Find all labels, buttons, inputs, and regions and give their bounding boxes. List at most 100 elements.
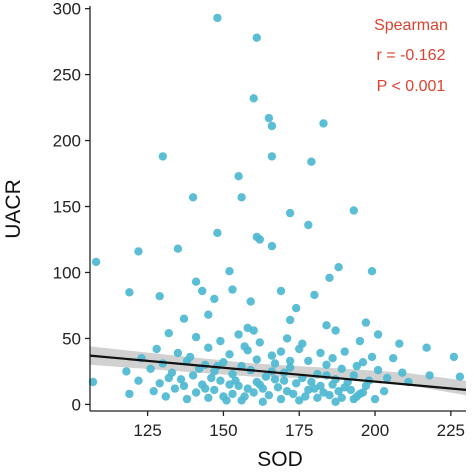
data-point <box>352 392 361 401</box>
data-point <box>349 206 358 215</box>
data-point <box>276 394 286 404</box>
data-point <box>261 372 271 381</box>
data-point <box>325 273 334 282</box>
data-point <box>179 381 189 391</box>
data-point <box>264 391 274 400</box>
data-point <box>164 373 173 383</box>
data-point <box>225 350 234 359</box>
data-point <box>185 352 195 362</box>
data-point <box>191 388 201 397</box>
data-point <box>276 286 286 296</box>
data-point <box>231 376 240 385</box>
data-point <box>210 385 219 395</box>
data-point <box>264 113 274 123</box>
data-point <box>337 393 346 402</box>
data-point <box>170 384 180 393</box>
y-tick-label: 100 <box>53 263 81 282</box>
data-point <box>201 384 210 393</box>
data-point <box>361 318 371 327</box>
x-tick-label: 150 <box>209 421 237 440</box>
data-point <box>213 228 222 238</box>
data-point <box>237 396 246 405</box>
data-point <box>285 363 295 372</box>
data-point <box>176 375 186 384</box>
x-axis-title: SOD <box>257 448 303 471</box>
y-tick-label: 250 <box>53 66 81 85</box>
data-point <box>334 387 343 396</box>
data-point <box>289 389 298 399</box>
data-point <box>204 310 213 319</box>
data-point <box>146 364 155 373</box>
data-point <box>282 334 292 343</box>
data-point <box>270 375 280 384</box>
data-point <box>285 208 295 218</box>
data-point <box>204 393 213 402</box>
data-point <box>337 364 346 373</box>
data-point <box>358 358 368 367</box>
axes: 125 150 175 200 225 0 50 100 150 200 250 300 <box>53 0 466 440</box>
data-point <box>155 292 164 301</box>
data-point <box>279 376 289 385</box>
data-point <box>422 343 431 352</box>
data-point <box>249 94 258 103</box>
data-point <box>122 367 131 376</box>
data-point <box>255 380 264 389</box>
data-point <box>188 371 198 380</box>
data-point <box>449 352 459 362</box>
data-point <box>367 352 377 362</box>
data-point <box>325 391 334 400</box>
data-point <box>425 371 434 380</box>
data-point <box>155 379 164 388</box>
data-point <box>389 354 398 363</box>
data-point <box>134 247 143 256</box>
data-point <box>219 392 228 401</box>
x-tick-label: 200 <box>361 421 389 440</box>
data-point <box>225 380 234 389</box>
data-point <box>292 379 301 388</box>
data-point <box>334 263 343 272</box>
annotation-method: Spearman <box>374 17 448 34</box>
data-point <box>173 348 183 358</box>
data-point <box>395 339 404 348</box>
data-point <box>225 267 234 276</box>
data-point <box>237 193 246 202</box>
data-point <box>316 348 325 358</box>
data-point <box>340 347 349 356</box>
data-point <box>267 241 277 251</box>
data-point <box>301 392 310 401</box>
data-point <box>158 152 167 161</box>
y-tick-label: 0 <box>72 395 81 414</box>
data-point <box>273 383 283 392</box>
data-point <box>134 376 143 385</box>
data-point <box>285 315 295 325</box>
annotation-r-value: r = -0.162 <box>377 47 446 64</box>
data-points <box>88 13 465 406</box>
data-point <box>258 397 267 406</box>
data-point <box>304 220 313 230</box>
spearman-annotation: Spearman r = -0.162 P < 0.001 <box>374 17 448 95</box>
data-point <box>267 351 277 360</box>
data-point <box>307 377 316 387</box>
trend-line-layer <box>89 354 467 391</box>
y-tick-label: 200 <box>53 132 81 151</box>
y-axis-title: UACR <box>2 179 25 239</box>
data-point <box>455 372 465 381</box>
data-point <box>331 326 340 335</box>
data-point <box>310 290 319 300</box>
data-point <box>88 377 98 387</box>
data-point <box>228 369 237 379</box>
data-point <box>207 373 216 383</box>
data-point <box>213 13 222 23</box>
x-tick-label: 175 <box>285 421 313 440</box>
data-point <box>149 387 158 396</box>
y-tick-label: 150 <box>53 198 81 217</box>
data-point <box>352 361 361 371</box>
data-point <box>267 121 277 131</box>
data-point <box>270 359 280 368</box>
data-point <box>298 339 307 348</box>
data-point <box>228 389 237 399</box>
annotation-p-value: P < 0.001 <box>377 78 446 95</box>
data-point <box>255 338 264 347</box>
data-point <box>361 381 371 391</box>
